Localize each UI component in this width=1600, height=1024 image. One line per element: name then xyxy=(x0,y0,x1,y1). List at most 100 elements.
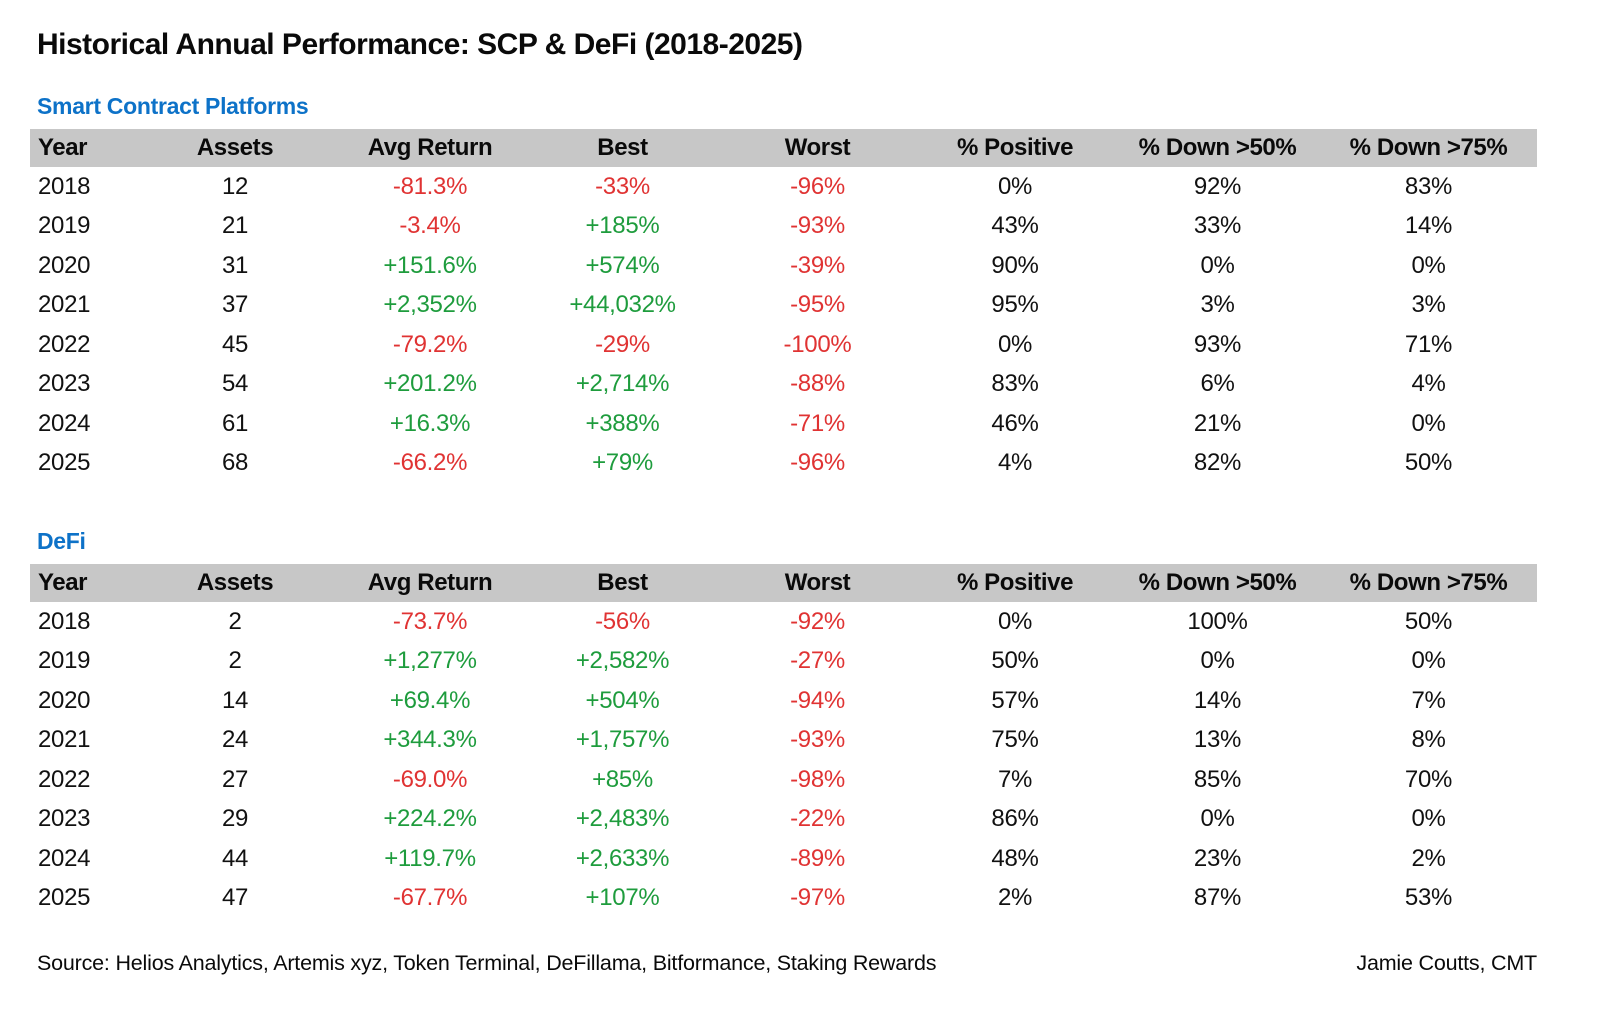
cell-pct-positive: 43% xyxy=(991,212,1039,240)
cell-best: -33% xyxy=(595,172,650,200)
table-row: 2019 21 -3.4% +185% -93% 43% 33% 14% xyxy=(30,207,1537,247)
table-row: 2024 61 +16.3% +388% -71% 46% 21% 0% xyxy=(30,404,1537,444)
column-header-assets: Assets xyxy=(196,569,274,596)
cell-avg-return: -81.3% xyxy=(392,172,468,200)
cell-best: +107% xyxy=(585,884,660,912)
cell-worst: -92% xyxy=(790,607,845,635)
column-header-year: Year xyxy=(38,134,88,161)
column-header-best: Best xyxy=(597,569,648,596)
cell-pct-down-75: 7% xyxy=(1411,686,1446,714)
column-header-pct-positive: % Positive xyxy=(956,569,1074,596)
defi-performance-table: Year Assets Avg Return Best Worst % Positive%… xyxy=(30,564,1537,918)
cell-pct-down-50: 0% xyxy=(1200,805,1235,833)
cell-year: 2021 xyxy=(38,726,91,754)
cell-pct-down-75: 50% xyxy=(1404,607,1453,635)
cell-year: 2022 xyxy=(38,765,91,793)
cell-avg-return: +1,277% xyxy=(383,647,477,675)
cell-worst: -97% xyxy=(790,884,845,912)
cell-pct-positive: 0% xyxy=(997,607,1033,635)
cell-year: 2018 xyxy=(38,172,91,200)
cell-worst: -98% xyxy=(790,765,845,793)
table-header-row: Year Assets Avg Return Best Worst % Positive%… xyxy=(30,564,1537,602)
column-header-best: Best xyxy=(597,134,648,161)
cell-pct-down-75: 0% xyxy=(1411,805,1446,833)
cell-pct-down-50: 85% xyxy=(1193,765,1242,793)
cell-assets: 29 xyxy=(221,805,249,833)
table-row: 2018 2 -73.7% -56% -92% 0% 100% 50% xyxy=(30,602,1537,642)
cell-pct-down-75: 70% xyxy=(1404,765,1453,793)
cell-avg-return: -67.7% xyxy=(392,884,468,912)
cell-pct-down-75: 0% xyxy=(1411,647,1446,675)
cell-worst: -93% xyxy=(790,726,845,754)
cell-pct-down-50: 0% xyxy=(1200,647,1235,675)
cell-assets: 14 xyxy=(221,686,249,714)
cell-best: +2,633% xyxy=(575,844,670,872)
column-header-worst: Worst xyxy=(784,134,851,161)
cell-pct-down-50: 3% xyxy=(1200,291,1235,319)
cell-best: +1,757% xyxy=(575,726,670,754)
cell-pct-positive: 48% xyxy=(991,844,1039,872)
page-title: Historical Annual Performance: SCP & DeF… xyxy=(37,28,803,61)
cell-best: +574% xyxy=(585,251,660,279)
table-row: 2025 68 -66.2% +79% -96% 4% 82% 50% xyxy=(30,444,1537,484)
section-smart-contract-platforms: Smart Contract Platforms Year Assets Avg R… xyxy=(0,93,1600,483)
section-label-defi: DeFi xyxy=(37,528,86,554)
cell-year: 2025 xyxy=(38,449,91,477)
cell-avg-return: -79.2% xyxy=(392,330,468,358)
cell-pct-down-50: 82% xyxy=(1193,449,1242,477)
table-row: 2018 12 -81.3% -33% -96% 0% 92% 83% xyxy=(30,167,1537,207)
cell-avg-return: +224.2% xyxy=(383,805,477,833)
cell-worst: -89% xyxy=(790,844,845,872)
cell-assets: 31 xyxy=(221,251,249,279)
table-row: 2024 44 +119.7% +2,633% -89% 48% 23% 2% xyxy=(30,839,1537,879)
table-row: 2020 14 +69.4% +504% -94% 57% 14% 7% xyxy=(30,681,1537,721)
cell-year: 2024 xyxy=(38,844,91,872)
cell-pct-down-50: 93% xyxy=(1193,330,1242,358)
cell-pct-down-50: 87% xyxy=(1193,884,1242,912)
column-header-avg-return: Avg Return xyxy=(367,569,493,596)
table-row: 2020 31 +151.6% +574% -39% 90% 0% 0% xyxy=(30,246,1537,286)
cell-avg-return: -73.7% xyxy=(392,607,468,635)
cell-pct-down-75: 71% xyxy=(1404,330,1453,358)
cell-pct-positive: 75% xyxy=(991,726,1039,754)
cell-worst: -94% xyxy=(790,686,845,714)
table-row: 2019 2 +1,277% +2,582% -27% 50% 0% 0% xyxy=(30,642,1537,682)
column-header-avg-return: Avg Return xyxy=(367,134,493,161)
source-credit: Source: Helios Analytics, Artemis xyz, T… xyxy=(37,951,937,975)
scp-performance-table: Year Assets Avg Return Best Worst % Positive%… xyxy=(30,129,1537,483)
table-row: 2021 24 +344.3% +1,757% -93% 75% 13% 8% xyxy=(30,721,1537,761)
cell-best: +2,582% xyxy=(575,647,670,675)
cell-pct-positive: 90% xyxy=(991,251,1039,279)
cell-worst: -39% xyxy=(790,251,845,279)
table-row: 2022 45 -79.2% -29% -100% 0% 93% 71% xyxy=(30,325,1537,365)
cell-assets: 54 xyxy=(221,370,249,398)
section-label-smart-contract-platforms: Smart Contract Platforms xyxy=(37,93,309,119)
cell-pct-positive: 2% xyxy=(997,884,1033,912)
column-header-pct-down-50: % Down >50% xyxy=(1138,569,1297,596)
cell-worst: -22% xyxy=(790,805,845,833)
cell-pct-down-50: 0% xyxy=(1200,251,1235,279)
cell-year: 2020 xyxy=(38,686,91,714)
cell-assets: 2 xyxy=(228,647,242,675)
cell-worst: -96% xyxy=(790,172,845,200)
column-header-pct-down-50: % Down >50% xyxy=(1138,134,1297,161)
cell-pct-positive: 46% xyxy=(991,409,1039,437)
cell-pct-positive: 86% xyxy=(991,805,1039,833)
cell-pct-down-75: 8% xyxy=(1411,726,1446,754)
cell-year: 2025 xyxy=(38,884,91,912)
cell-assets: 37 xyxy=(221,291,249,319)
cell-best: +2,483% xyxy=(575,805,670,833)
cell-pct-down-75: 3% xyxy=(1411,291,1446,319)
cell-year: 2020 xyxy=(38,251,91,279)
cell-pct-down-50: 6% xyxy=(1200,370,1235,398)
table-body: 2018 12 -81.3% -33% -96% 0% 92% 83% 2019 21 -3.4% +… xyxy=(30,167,1537,483)
table-row: 2021 37 +2,352% +44,032% -95% 95% 3% 3% xyxy=(30,286,1537,326)
cell-pct-down-50: 14% xyxy=(1193,686,1242,714)
table-header-row: Year Assets Avg Return Best Worst % Positive%… xyxy=(30,129,1537,167)
cell-pct-down-50: 33% xyxy=(1193,212,1242,240)
cell-avg-return: -66.2% xyxy=(392,449,468,477)
cell-pct-down-75: 50% xyxy=(1404,449,1453,477)
cell-assets: 68 xyxy=(221,449,249,477)
cell-best: -56% xyxy=(595,607,650,635)
cell-avg-return: +16.3% xyxy=(389,409,471,437)
